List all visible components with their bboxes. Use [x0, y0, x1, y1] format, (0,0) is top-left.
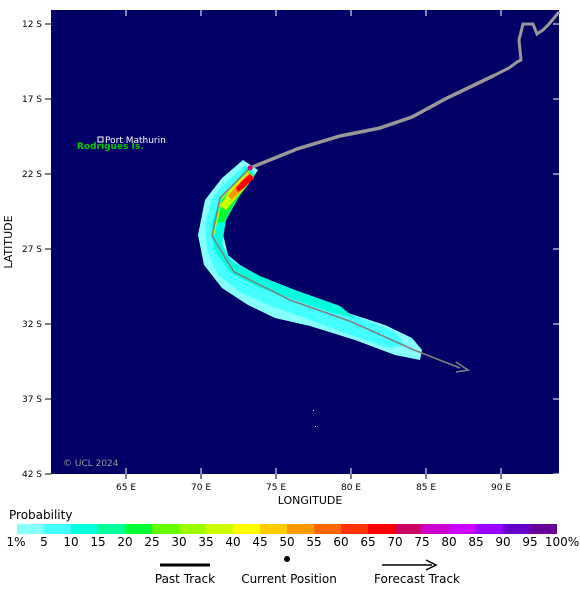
lon-tick-label: 85 E	[416, 483, 436, 493]
legend-swatch	[395, 524, 422, 534]
probability-color-bar	[17, 524, 557, 534]
past-track-key-label: Past Track	[154, 572, 216, 586]
lon-tick-label: 65 E	[116, 483, 136, 493]
forecast-arrowhead	[455, 361, 471, 373]
map-speck	[315, 426, 316, 427]
forecast-track-line	[211, 167, 461, 369]
legend-swatch	[503, 524, 530, 534]
legend-label: 25	[144, 535, 160, 549]
legend-swatch	[152, 524, 179, 534]
current-position-key-label: Current Position	[241, 572, 337, 586]
lat-tick-label: 12 S	[22, 20, 42, 30]
legend-swatch	[179, 524, 206, 534]
lon-tick-label: 90 E	[491, 483, 511, 493]
legend-label: 15	[90, 535, 106, 549]
current-position-marker	[247, 165, 253, 171]
lat-tick-label: 42 S	[22, 470, 42, 480]
lat-tick-label: 17 S	[22, 95, 42, 105]
probability-labels: 1% 5 10 15 20 25 30 35 40 45 50 55 60 65 70 75 80 85 90 95 1…	[0, 535, 580, 549]
map-speck	[313, 410, 314, 411]
legend-swatch	[44, 524, 71, 534]
legend-swatch	[314, 524, 341, 534]
probability-swath-60pct	[236, 174, 254, 192]
probability-swath-5pct	[205, 165, 405, 348]
coastline	[492, 11, 561, 78]
longitude-axis: 65 E 70 E 75 E 80 E 85 E 90 E	[116, 10, 511, 493]
place-label: Port Mathurin	[105, 136, 166, 146]
legend-swatch	[206, 524, 233, 534]
past-track-line	[248, 74, 495, 170]
legend-label: 10	[63, 535, 79, 549]
legend-swatch	[71, 524, 98, 534]
forecast-track-key-label: Forecast Track	[374, 572, 460, 586]
lon-tick-label: 75 E	[266, 483, 286, 493]
port-mathurin-marker	[97, 136, 104, 143]
legend-label: 5	[40, 535, 48, 549]
current-position-key-dot	[284, 556, 290, 562]
x-axis-title: LONGITUDE	[278, 494, 343, 507]
legend-swatch	[233, 524, 260, 534]
legend-swatch	[260, 524, 287, 534]
legend-swatch	[422, 524, 449, 534]
legend-label: 65	[360, 535, 376, 549]
forecast-track-key-arrow	[425, 559, 438, 571]
legend-label: 35	[198, 535, 214, 549]
legend-swatch	[449, 524, 476, 534]
lat-tick-label: 37 S	[22, 395, 42, 405]
forecast-track-outline	[213, 169, 251, 235]
legend-label: 40	[225, 535, 241, 549]
lon-tick-label: 80 E	[341, 483, 361, 493]
legend-swatch	[476, 524, 503, 534]
latitude-axis: 12 S 17 S 22 S 27 S 32 S 37 S 42 S	[22, 20, 559, 480]
lat-tick-label: 32 S	[22, 320, 42, 330]
legend-label: 70	[387, 535, 403, 549]
legend-swatch	[287, 524, 314, 534]
lat-tick-label: 22 S	[22, 170, 42, 180]
ocean-background	[51, 10, 559, 474]
legend-label: 1%	[6, 535, 26, 549]
legend-label: 60	[333, 535, 349, 549]
legend-swatch	[17, 524, 44, 534]
legend-swatch	[341, 524, 368, 534]
legend-label: 20	[117, 535, 133, 549]
lon-tick-label: 70 E	[191, 483, 211, 493]
legend-title: Probability	[9, 508, 73, 522]
legend-swatch	[368, 524, 395, 534]
legend-swatch	[125, 524, 152, 534]
legend-label: 55	[306, 535, 322, 549]
legend-label: 95	[522, 535, 538, 549]
y-axis-title: LATITUDE	[2, 215, 15, 268]
legend-swatch	[98, 524, 125, 534]
copyright-label: © UCL 2024	[63, 459, 119, 469]
lat-tick-label: 27 S	[22, 245, 42, 255]
legend-label: 100%	[544, 535, 580, 549]
legend-label: 90	[495, 535, 511, 549]
legend-label: 85	[468, 535, 484, 549]
legend-label: 80	[441, 535, 457, 549]
legend-label: 75	[414, 535, 430, 549]
track-key: Past Track Current Position Forecast Tra…	[0, 554, 580, 588]
legend-label: 50	[279, 535, 295, 549]
probability-swath-10pct	[212, 168, 355, 318]
island-label: Rodrigues Is.	[77, 142, 144, 152]
legend-label: 30	[171, 535, 187, 549]
legend-swatch	[530, 524, 557, 534]
legend-label: 45	[252, 535, 268, 549]
